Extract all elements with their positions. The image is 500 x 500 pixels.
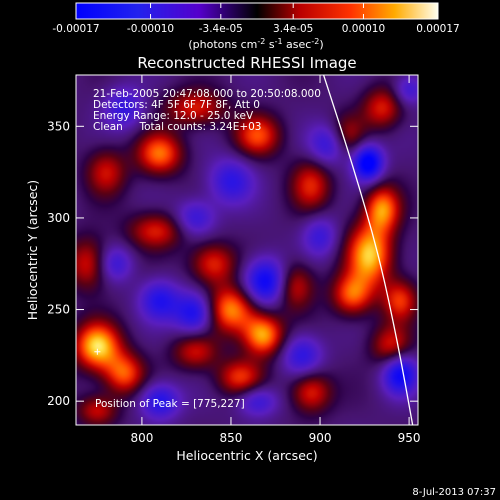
colorbar [75,2,439,20]
y-tick-label: 200 [47,394,70,408]
colorbar-unit-label: (photons cm-2 s-1 asec-2) [188,37,323,51]
y-tick-label: 350 [47,119,70,133]
chart-title: Reconstructed RHESSI Image [137,54,356,72]
y-axis-ticks: 200 250 300 350 [47,119,418,408]
colorbar-tick-label: 3.4e-05 [273,23,313,35]
heatmap-image [76,75,418,425]
colorbar-tick-label: 0.00017 [416,23,459,35]
annotation-clean-counts: Clean Total counts: 3.24E+03 [93,121,262,133]
plot-frame [75,74,419,426]
annotation-energy-range: Energy Range: 12.0 - 25.0 keV [93,110,254,122]
peak-position-label: Position of Peak = [775,227] [95,398,245,410]
x-tick-label: 800 [130,431,153,445]
colorbar-tick-label: 0.00010 [342,23,385,35]
y-tick-label: 300 [47,211,70,225]
colorbar-tick-label: -0.00017 [52,23,99,35]
colorbar-tick-label: -0.00010 [127,23,174,35]
y-axis-label: Heliocentric Y (arcsec) [25,180,40,320]
colorbar-tick-label: -3.4e-05 [199,23,243,35]
annotation-block: 21-Feb-2005 20:47:08.000 to 20:50:08.000… [93,88,321,133]
annotation-detectors: Detectors: 4F 5F 6F 7F 8F, Att 0 [93,99,260,111]
peak-marker [94,348,101,355]
x-tick-label: 900 [309,431,332,445]
x-tick-label: 950 [398,431,421,445]
x-axis-label: Heliocentric X (arcsec) [176,448,317,463]
footer-timestamp: 8-Jul-2013 07:37 [412,487,496,498]
colorbar-ticks: -0.00017 -0.00010 -3.4e-05 3.4e-05 0.00010 0.… [52,3,460,35]
solar-limb-curve [322,75,414,425]
y-tick-label: 250 [47,303,70,317]
annotation-time-range: 21-Feb-2005 20:47:08.000 to 20:50:08.000 [93,88,321,100]
x-axis-ticks: 800 850 900 950 [130,75,421,445]
x-tick-label: 850 [220,431,243,445]
